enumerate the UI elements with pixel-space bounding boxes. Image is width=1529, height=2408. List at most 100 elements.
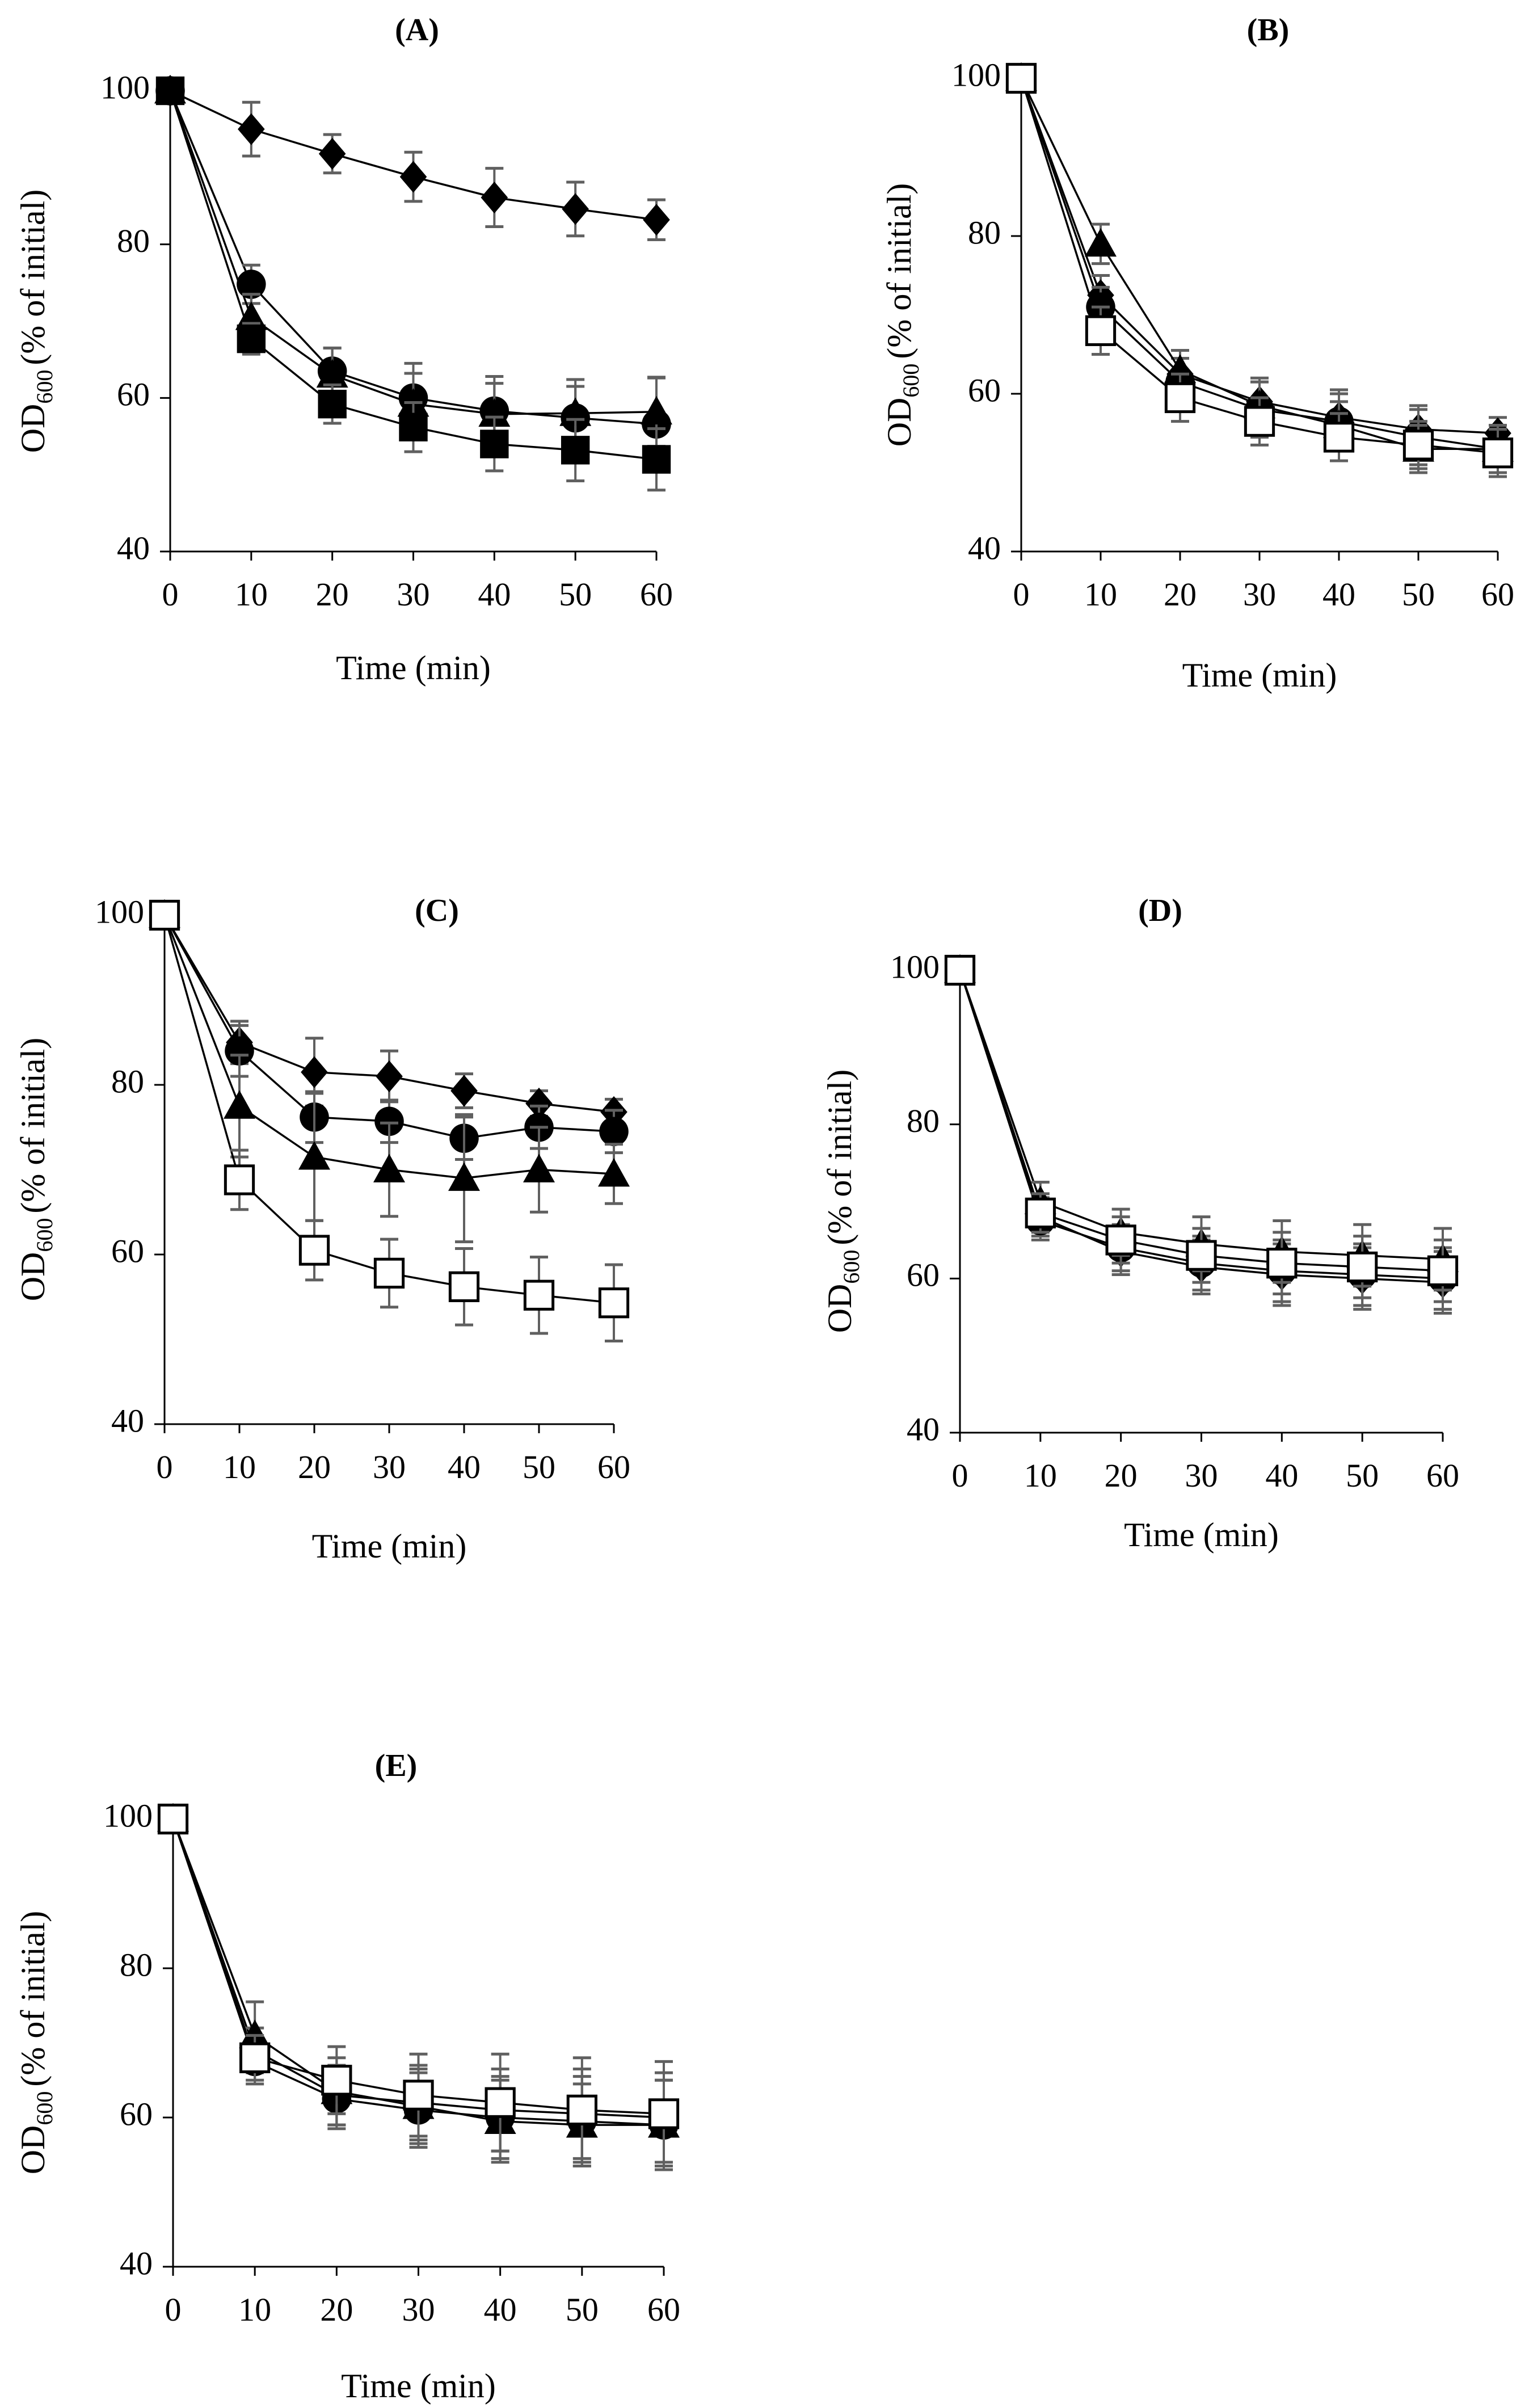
series-open-square	[1005, 62, 1514, 478]
y-tick-label: 100	[103, 1797, 153, 1834]
y-label-od: OD	[881, 398, 918, 447]
y-tick-label: 60	[120, 2095, 153, 2132]
y-tick-label: 80	[111, 1063, 144, 1100]
y-label-subscript: 600	[32, 1218, 57, 1252]
triangle-marker	[1085, 228, 1117, 257]
open-square-marker	[523, 1279, 555, 1311]
x-tick-label: 60	[647, 2291, 680, 2328]
y-label-od: OD	[14, 2125, 52, 2175]
y-label-subscript: 600	[839, 1250, 864, 1284]
x-tick-label: 50	[559, 576, 592, 613]
series-square	[155, 76, 671, 492]
y-label-rest: (% of initial)	[14, 190, 52, 365]
panel-c: (C) 40 60 80 100 0 10 20 30 40 50 60 Time (min) OD600…	[14, 893, 630, 1565]
y-tick-label: 60	[117, 376, 150, 413]
y-label-subscript: 600	[32, 370, 57, 404]
y-tick-label: 100	[890, 948, 940, 985]
circle-marker	[237, 270, 266, 299]
y-tick-label: 60	[907, 1257, 940, 1294]
y-label-od: OD	[14, 1252, 52, 1302]
x-tick-label: 60	[640, 576, 673, 613]
open-square-marker	[448, 1271, 480, 1302]
y-tick-label: 40	[907, 1411, 940, 1447]
y-axis-label: OD600 (% of initial)	[14, 1038, 57, 1302]
panel-b: (B) 40 60 80 100 0 10 20 30 40 50 60 Time (min) OD600…	[881, 12, 1514, 694]
triangle-marker	[523, 1154, 555, 1182]
series-triangle	[154, 75, 672, 448]
open-square-marker	[598, 1287, 630, 1319]
x-tick-label: 30	[397, 576, 430, 613]
y-tick-label: 60	[111, 1232, 144, 1269]
x-tick-label: 10	[1024, 1457, 1057, 1494]
panel-a: (A) 40 60 80 100 0 10 20 30 40 50 60 Time (min) OD600…	[14, 12, 673, 687]
diamond-marker	[318, 137, 346, 170]
y-label-od: OD	[821, 1284, 858, 1333]
square-marker	[237, 324, 266, 353]
open-square-marker	[485, 2087, 516, 2118]
y-tick-label: 40	[968, 529, 1001, 566]
x-tick-label: 0	[165, 2291, 182, 2328]
x-tick-label: 0	[1013, 576, 1030, 613]
x-tick-label: 30	[1243, 576, 1276, 613]
open-square-marker	[1347, 1251, 1378, 1283]
open-square-marker	[648, 2098, 680, 2129]
open-square-marker	[944, 954, 976, 986]
triangle-marker	[224, 1090, 255, 1119]
series-open-square	[149, 899, 630, 1342]
open-square-marker	[239, 2042, 271, 2073]
x-tick-label: 10	[238, 2291, 271, 2328]
square-marker	[155, 76, 185, 106]
square-marker	[480, 430, 509, 458]
x-tick-label: 20	[1164, 576, 1197, 613]
x-tick-label: 0	[157, 1449, 173, 1485]
diamond-marker	[562, 193, 589, 225]
diamond-marker	[481, 182, 508, 214]
open-square-marker	[1105, 1224, 1136, 1256]
square-marker	[399, 412, 428, 441]
x-tick-label: 50	[1346, 1457, 1379, 1494]
x-tick-label: 40	[484, 2291, 517, 2328]
x-axis-label: Time (min)	[341, 2367, 496, 2405]
diamond-marker	[643, 204, 670, 236]
open-square-marker	[224, 1164, 255, 1195]
x-tick-label: 30	[1185, 1457, 1218, 1494]
diamond-marker	[525, 1087, 553, 1119]
open-square-marker	[149, 899, 180, 931]
panel-title: (A)	[395, 12, 439, 48]
x-tick-label: 20	[320, 2291, 353, 2328]
x-tick-label: 30	[373, 1449, 406, 1485]
triangle-marker	[478, 398, 511, 427]
x-tick-label: 10	[235, 576, 268, 613]
x-axis-label: Time (min)	[1182, 656, 1337, 694]
open-square-marker	[1085, 315, 1117, 346]
panel-title: (B)	[1247, 12, 1290, 48]
series-triangle	[149, 899, 630, 1244]
series-diamond	[157, 75, 670, 242]
x-tick-label: 40	[1265, 1457, 1298, 1494]
y-axis-label: OD600 (% of initial)	[821, 1070, 864, 1333]
series-open-square	[157, 1803, 680, 2167]
y-tick-label: 80	[117, 222, 150, 259]
diamond-marker	[450, 1075, 478, 1107]
x-tick-label: 10	[223, 1449, 256, 1485]
x-tick-label: 60	[597, 1449, 630, 1485]
series-open-square	[944, 954, 1459, 1303]
y-tick-label: 100	[951, 56, 1001, 93]
panel-title: (E)	[375, 1748, 418, 1783]
square-marker	[642, 445, 671, 474]
y-tick-label: 80	[120, 1946, 153, 1983]
open-square-marker	[298, 1235, 330, 1266]
triangle-marker	[1164, 354, 1196, 383]
open-square-marker	[1323, 422, 1355, 453]
x-tick-label: 20	[1105, 1457, 1138, 1494]
y-label-rest: (% of initial)	[881, 183, 918, 359]
y-tick-label: 40	[120, 2245, 153, 2281]
diamond-marker	[376, 1060, 403, 1093]
open-square-marker	[403, 2079, 434, 2111]
x-tick-label: 20	[298, 1449, 331, 1485]
x-tick-label: 50	[523, 1449, 555, 1485]
series-diamond	[151, 899, 627, 1128]
triangle-marker	[373, 1154, 405, 1182]
circle-marker	[599, 1117, 629, 1146]
x-tick-label: 10	[1084, 576, 1117, 613]
